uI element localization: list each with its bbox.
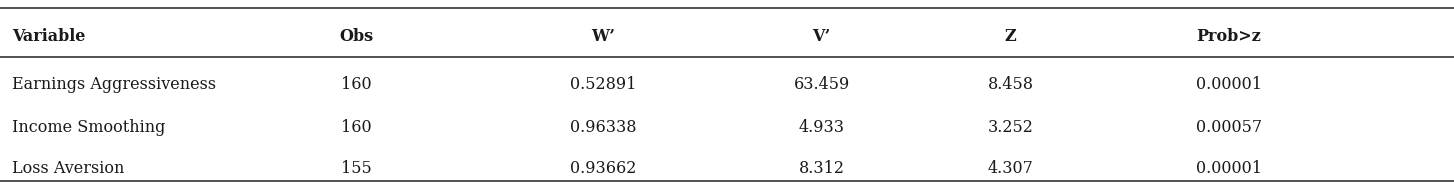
- Text: Variable: Variable: [12, 28, 84, 45]
- Text: 0.00001: 0.00001: [1195, 76, 1262, 93]
- Text: Loss Aversion: Loss Aversion: [12, 160, 124, 177]
- Text: 3.252: 3.252: [987, 119, 1034, 136]
- Text: 0.52891: 0.52891: [570, 76, 637, 93]
- Text: W’: W’: [592, 28, 615, 45]
- Text: 0.00057: 0.00057: [1195, 119, 1262, 136]
- Text: 0.93662: 0.93662: [570, 160, 637, 177]
- Text: 0.00001: 0.00001: [1195, 160, 1262, 177]
- Text: 8.458: 8.458: [987, 76, 1034, 93]
- Text: Z: Z: [1005, 28, 1016, 45]
- Text: 160: 160: [340, 119, 372, 136]
- Text: Prob>z: Prob>z: [1197, 28, 1261, 45]
- Text: 160: 160: [340, 76, 372, 93]
- Text: 63.459: 63.459: [794, 76, 849, 93]
- Text: V’: V’: [813, 28, 830, 45]
- Text: 0.96338: 0.96338: [570, 119, 637, 136]
- Text: 155: 155: [340, 160, 372, 177]
- Text: 4.307: 4.307: [987, 160, 1034, 177]
- Text: 8.312: 8.312: [798, 160, 845, 177]
- Text: 4.933: 4.933: [798, 119, 845, 136]
- Text: Obs: Obs: [339, 28, 374, 45]
- Text: Earnings Aggressiveness: Earnings Aggressiveness: [12, 76, 215, 93]
- Text: Income Smoothing: Income Smoothing: [12, 119, 164, 136]
